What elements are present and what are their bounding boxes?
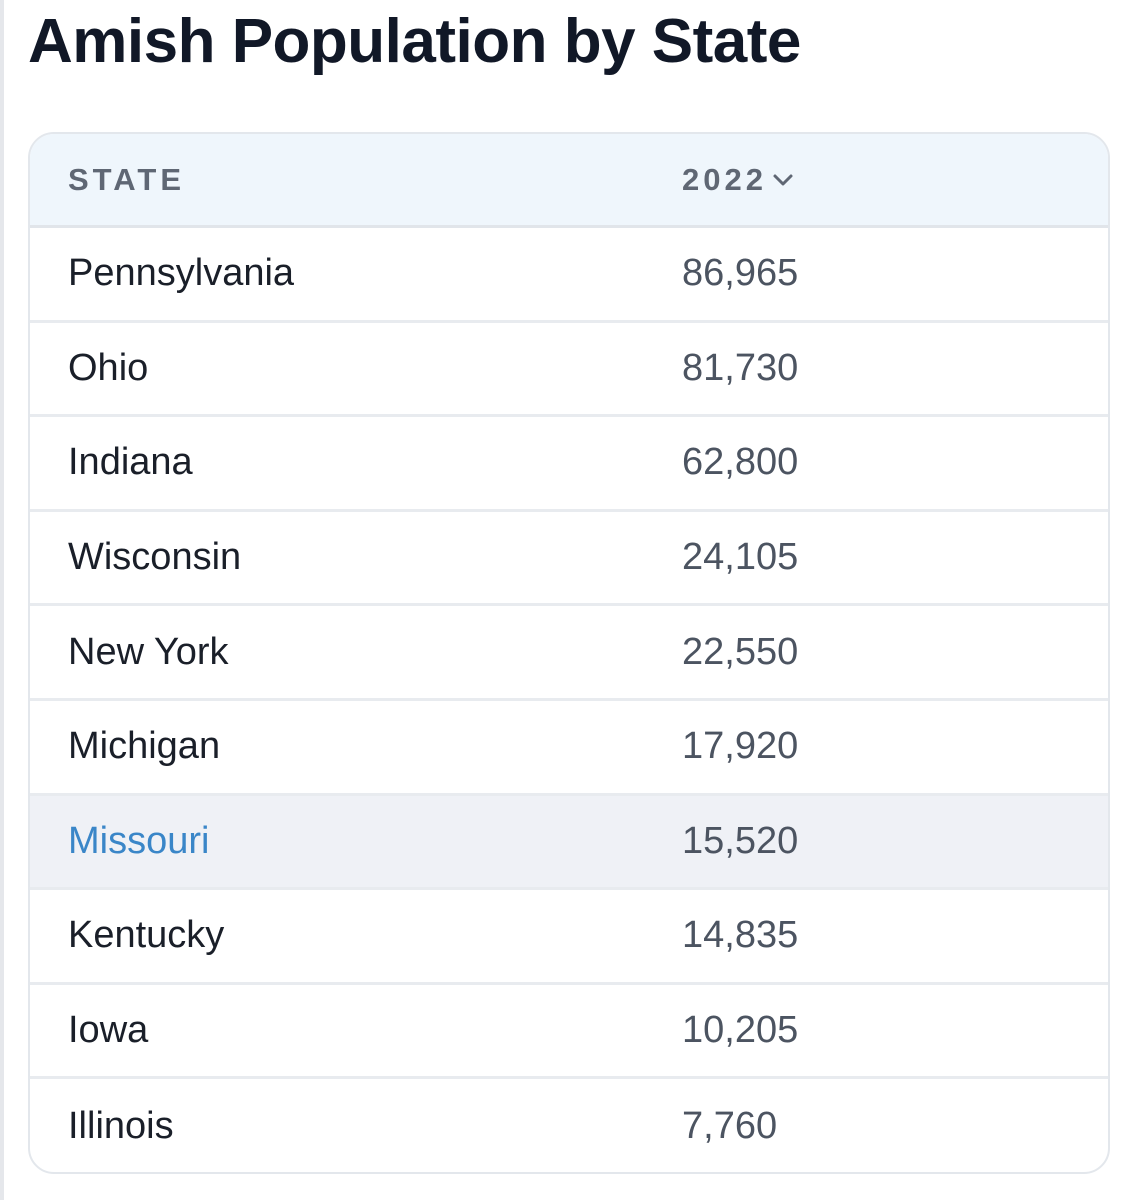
table-row-highlighted[interactable]: Missouri 15,520 (30, 795, 1108, 891)
state-cell: Pennsylvania (68, 252, 295, 295)
table-row[interactable]: Kentucky 14,835 (30, 890, 1108, 985)
table-row[interactable]: Wisconsin 24,105 (30, 512, 1108, 607)
state-link[interactable]: Missouri (68, 819, 210, 862)
page-title: Amish Population by State (28, 7, 801, 76)
table-row[interactable]: Illinois 7,760 (30, 1079, 1108, 1172)
table-header: STATE 2022 (30, 134, 1108, 228)
population-cell: 14,835 (682, 914, 799, 957)
chevron-down-icon (773, 174, 793, 185)
population-cell: 17,920 (682, 725, 799, 768)
table-row[interactable]: Ohio 81,730 (30, 323, 1108, 418)
state-cell: Iowa (68, 1009, 149, 1052)
state-cell: Michigan (68, 725, 221, 768)
population-cell: 15,520 (682, 819, 799, 862)
table-row[interactable]: Iowa 10,205 (30, 985, 1108, 1080)
column-header-state-label: STATE (68, 161, 186, 197)
population-cell: 22,550 (682, 630, 799, 673)
state-cell: Illinois (68, 1105, 174, 1148)
population-cell: 62,800 (682, 441, 799, 484)
state-cell: Indiana (68, 441, 193, 484)
state-cell: Ohio (68, 346, 149, 389)
state-cell: Kentucky (68, 914, 225, 957)
population-cell: 24,105 (682, 536, 799, 579)
table-row[interactable]: Pennsylvania 86,965 (30, 228, 1108, 323)
column-header-2022-label: 2022 (682, 161, 767, 197)
state-cell: New York (68, 630, 229, 673)
state-cell: Wisconsin (68, 536, 242, 579)
population-cell: 86,965 (682, 252, 799, 295)
table-row[interactable]: New York 22,550 (30, 606, 1108, 701)
population-cell: 10,205 (682, 1009, 799, 1052)
population-cell: 81,730 (682, 346, 799, 389)
population-cell: 7,760 (682, 1105, 778, 1148)
table-row[interactable]: Indiana 62,800 (30, 417, 1108, 512)
table-row[interactable]: Michigan 17,920 (30, 701, 1108, 796)
column-header-state[interactable]: STATE (30, 162, 682, 198)
population-table: STATE 2022 Pennsylvania 86,965 Ohio 81,7… (28, 132, 1110, 1174)
column-header-2022[interactable]: 2022 (682, 162, 1108, 198)
